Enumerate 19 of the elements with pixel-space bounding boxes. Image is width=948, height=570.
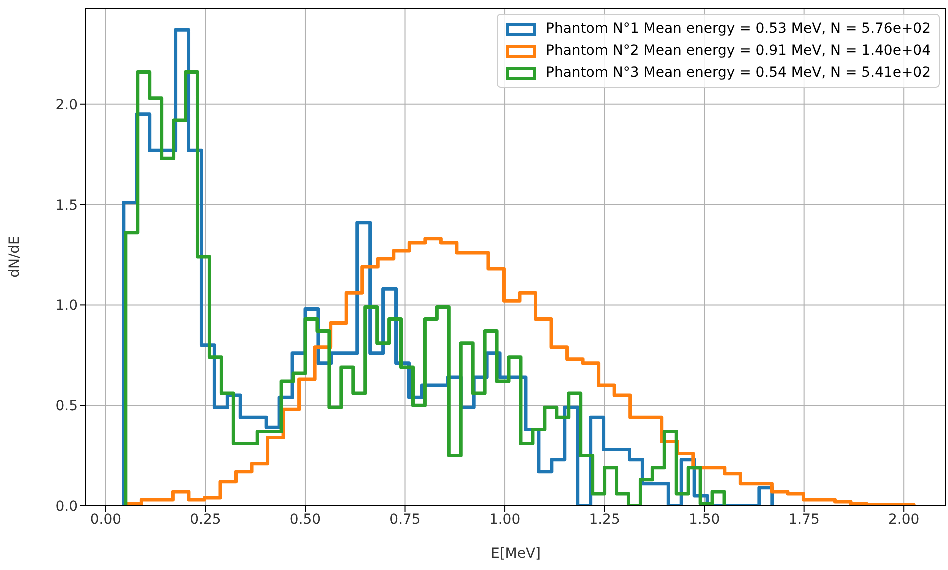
x-tick-label: 1.00 (489, 512, 521, 528)
y-tick-label: 1.0 (56, 298, 78, 314)
x-tick-label: 1.25 (589, 512, 620, 528)
y-tick-label: 1.5 (56, 198, 78, 214)
y-tick-label: 0.0 (56, 498, 78, 515)
x-tick-label: 0.00 (90, 512, 122, 528)
y-axis-title: dN/dE (6, 236, 23, 278)
x-tick-label: 0.75 (390, 512, 421, 528)
x-tick-label: 0.25 (190, 512, 222, 528)
y-tick-label: 2.0 (56, 97, 78, 114)
y-tick-label: 0.5 (56, 398, 78, 415)
x-tick-label: 0.50 (290, 512, 322, 528)
x-tick-label: 2.00 (888, 512, 920, 528)
x-tick-label: 1.50 (688, 512, 720, 528)
x-tick-label: 1.75 (788, 512, 820, 528)
legend-label: Phantom N°3 Mean energy = 0.54 MeV, N = 5.41e+02 (546, 65, 931, 81)
legend-label: Phantom N°2 Mean energy = 0.91 MeV, N = 1.40e+04 (546, 43, 931, 59)
legend-label: Phantom N°1 Mean energy = 0.53 MeV, N = 5.76e+02 (546, 21, 931, 37)
x-axis-title: E[MeV] (490, 546, 542, 562)
